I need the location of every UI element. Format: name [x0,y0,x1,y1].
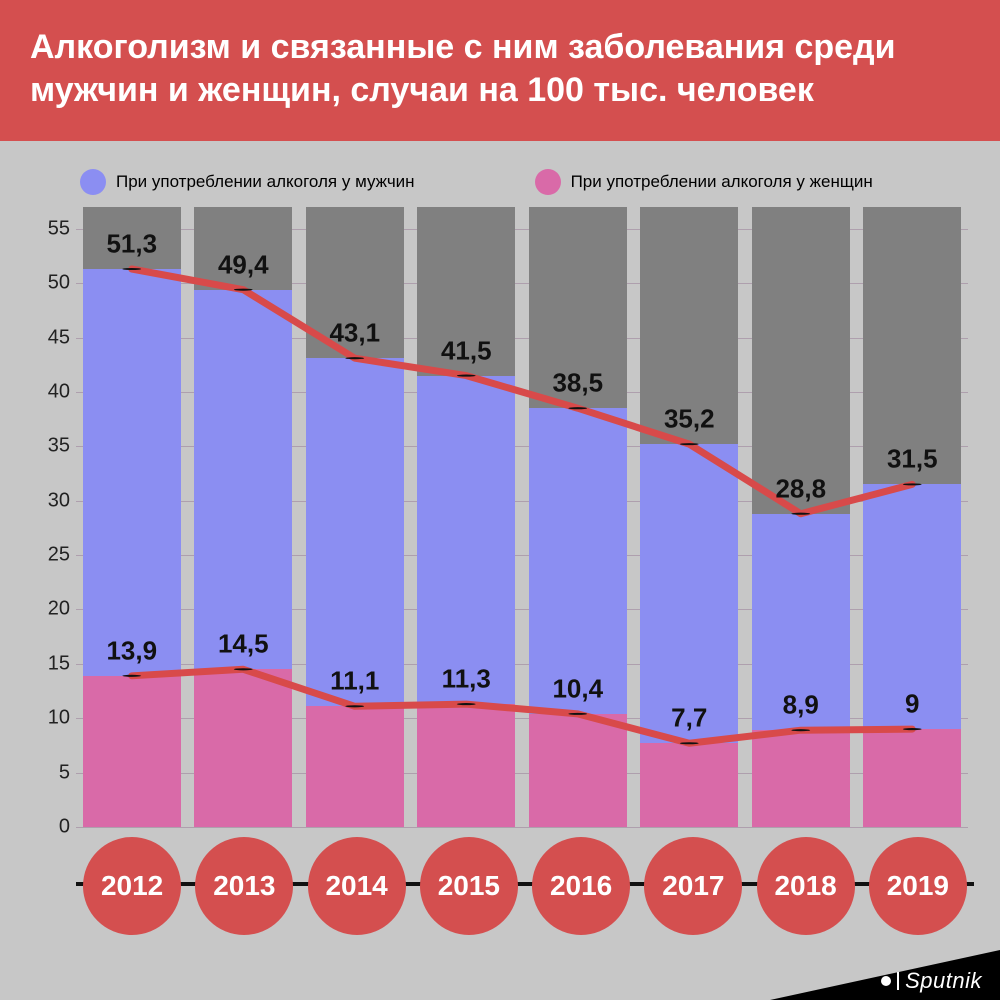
data-marker [234,668,253,670]
value-label: 31,5 [887,444,938,475]
value-label: 14,5 [218,629,269,660]
y-tick-label: 0 [26,816,70,839]
y-tick-label: 45 [26,326,70,349]
legend-men-swatch [80,169,106,195]
chart: 0510152025303540455055 51,349,443,141,53… [26,207,974,827]
data-marker [345,357,364,359]
data-marker [457,703,476,705]
legend-women: При употреблении алкоголя у женщин [535,169,873,195]
value-label: 28,8 [775,473,826,504]
value-label: 9 [905,689,919,720]
y-tick-label: 25 [26,544,70,567]
brand-text: Sputnik [905,968,982,994]
legend-women-label: При употреблении алкоголя у женщин [571,172,873,192]
year-pill: 2013 [195,837,293,935]
data-marker [122,675,141,677]
y-tick-label: 50 [26,272,70,295]
y-tick-label: 10 [26,707,70,730]
plot-area: 51,3 49,4 43,1 41,5 38,5 35,2 28,8 31,5 13,9 14,5… [76,207,968,827]
value-label: 11,3 [442,664,491,695]
legend: При употреблении алкоголя у мужчин При у… [0,141,1000,203]
page-title: Алкоголизм и связанные с ним заболевания… [0,0,1000,141]
value-label: 11,1 [330,666,379,697]
year-pill: 2012 [83,837,181,935]
value-label: 51,3 [106,229,157,260]
data-marker [903,728,922,730]
value-label: 38,5 [552,368,603,399]
data-marker [234,289,253,291]
y-tick-label: 30 [26,489,70,512]
data-marker [457,375,476,377]
data-marker [568,407,587,409]
year-pill: 2014 [308,837,406,935]
data-marker [791,729,810,731]
data-marker [122,268,141,270]
legend-women-swatch [535,169,561,195]
data-marker [345,705,364,707]
footer: Sputnik [770,950,1000,1000]
legend-men-label: При употреблении алкоголя у мужчин [116,172,415,192]
value-label: 7,7 [671,703,707,734]
data-marker [568,713,587,715]
data-marker [903,483,922,485]
y-tick-label: 35 [26,435,70,458]
brand-logo: Sputnik [881,968,982,994]
gridline [76,827,968,828]
y-tick-label: 15 [26,652,70,675]
year-pill: 2018 [757,837,855,935]
y-tick-label: 5 [26,761,70,784]
x-axis: 20122013201420152016201720182019 [76,837,974,937]
year-pill: 2017 [644,837,742,935]
legend-men: При употреблении алкоголя у мужчин [80,169,415,195]
value-label: 49,4 [218,249,269,280]
value-label: 41,5 [441,335,492,366]
value-label: 35,2 [664,404,715,435]
y-tick-label: 55 [26,217,70,240]
value-label: 10,4 [552,674,603,705]
y-tick-label: 20 [26,598,70,621]
data-marker [791,513,810,515]
y-tick-label: 40 [26,380,70,403]
data-marker [680,443,699,445]
value-label: 43,1 [329,318,380,349]
year-pill: 2016 [532,837,630,935]
data-marker [680,742,699,744]
year-pill: 2015 [420,837,518,935]
value-label: 13,9 [106,635,157,666]
year-pill: 2019 [869,837,967,935]
value-label: 8,9 [783,690,819,721]
